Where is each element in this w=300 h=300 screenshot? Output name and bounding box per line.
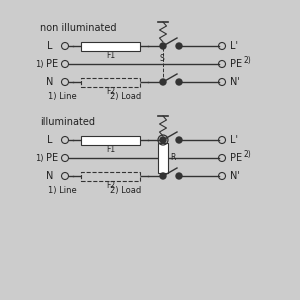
Text: N': N'	[230, 171, 240, 181]
Text: F2: F2	[106, 182, 115, 190]
Text: N': N'	[230, 77, 240, 87]
Circle shape	[160, 173, 166, 179]
Text: PE: PE	[46, 59, 58, 69]
Text: F1: F1	[106, 146, 115, 154]
Text: 2) Load: 2) Load	[110, 92, 141, 100]
Text: R: R	[170, 154, 176, 163]
Text: S: S	[160, 54, 164, 63]
Text: F1: F1	[106, 52, 115, 61]
Circle shape	[176, 43, 182, 49]
Text: L': L'	[230, 41, 238, 51]
Text: F2: F2	[106, 88, 115, 97]
Bar	[81, 41, 140, 50]
Text: 2): 2)	[244, 149, 252, 158]
Bar	[81, 77, 140, 86]
Text: L: L	[47, 41, 53, 51]
Text: PE: PE	[230, 59, 242, 69]
Text: PE: PE	[230, 153, 242, 163]
Text: PE: PE	[46, 153, 58, 163]
Text: S: S	[160, 148, 164, 157]
Text: 1) Line: 1) Line	[48, 185, 77, 194]
Text: 2): 2)	[244, 56, 252, 64]
Text: 1): 1)	[35, 154, 44, 163]
Text: 2) Load: 2) Load	[110, 185, 141, 194]
Circle shape	[176, 79, 182, 85]
Text: N: N	[46, 171, 53, 181]
Text: L: L	[47, 135, 53, 145]
Circle shape	[160, 79, 166, 85]
Text: 1): 1)	[35, 59, 44, 68]
Text: 1) Line: 1) Line	[48, 92, 77, 100]
Bar	[81, 136, 140, 145]
Circle shape	[160, 137, 166, 143]
Circle shape	[176, 137, 182, 143]
Circle shape	[160, 43, 166, 49]
Circle shape	[176, 173, 182, 179]
Text: L': L'	[230, 135, 238, 145]
Bar	[81, 172, 140, 181]
Text: illuminated: illuminated	[40, 117, 95, 127]
Text: non illuminated: non illuminated	[40, 23, 116, 33]
Text: N: N	[46, 77, 53, 87]
Bar	[158, 143, 168, 173]
